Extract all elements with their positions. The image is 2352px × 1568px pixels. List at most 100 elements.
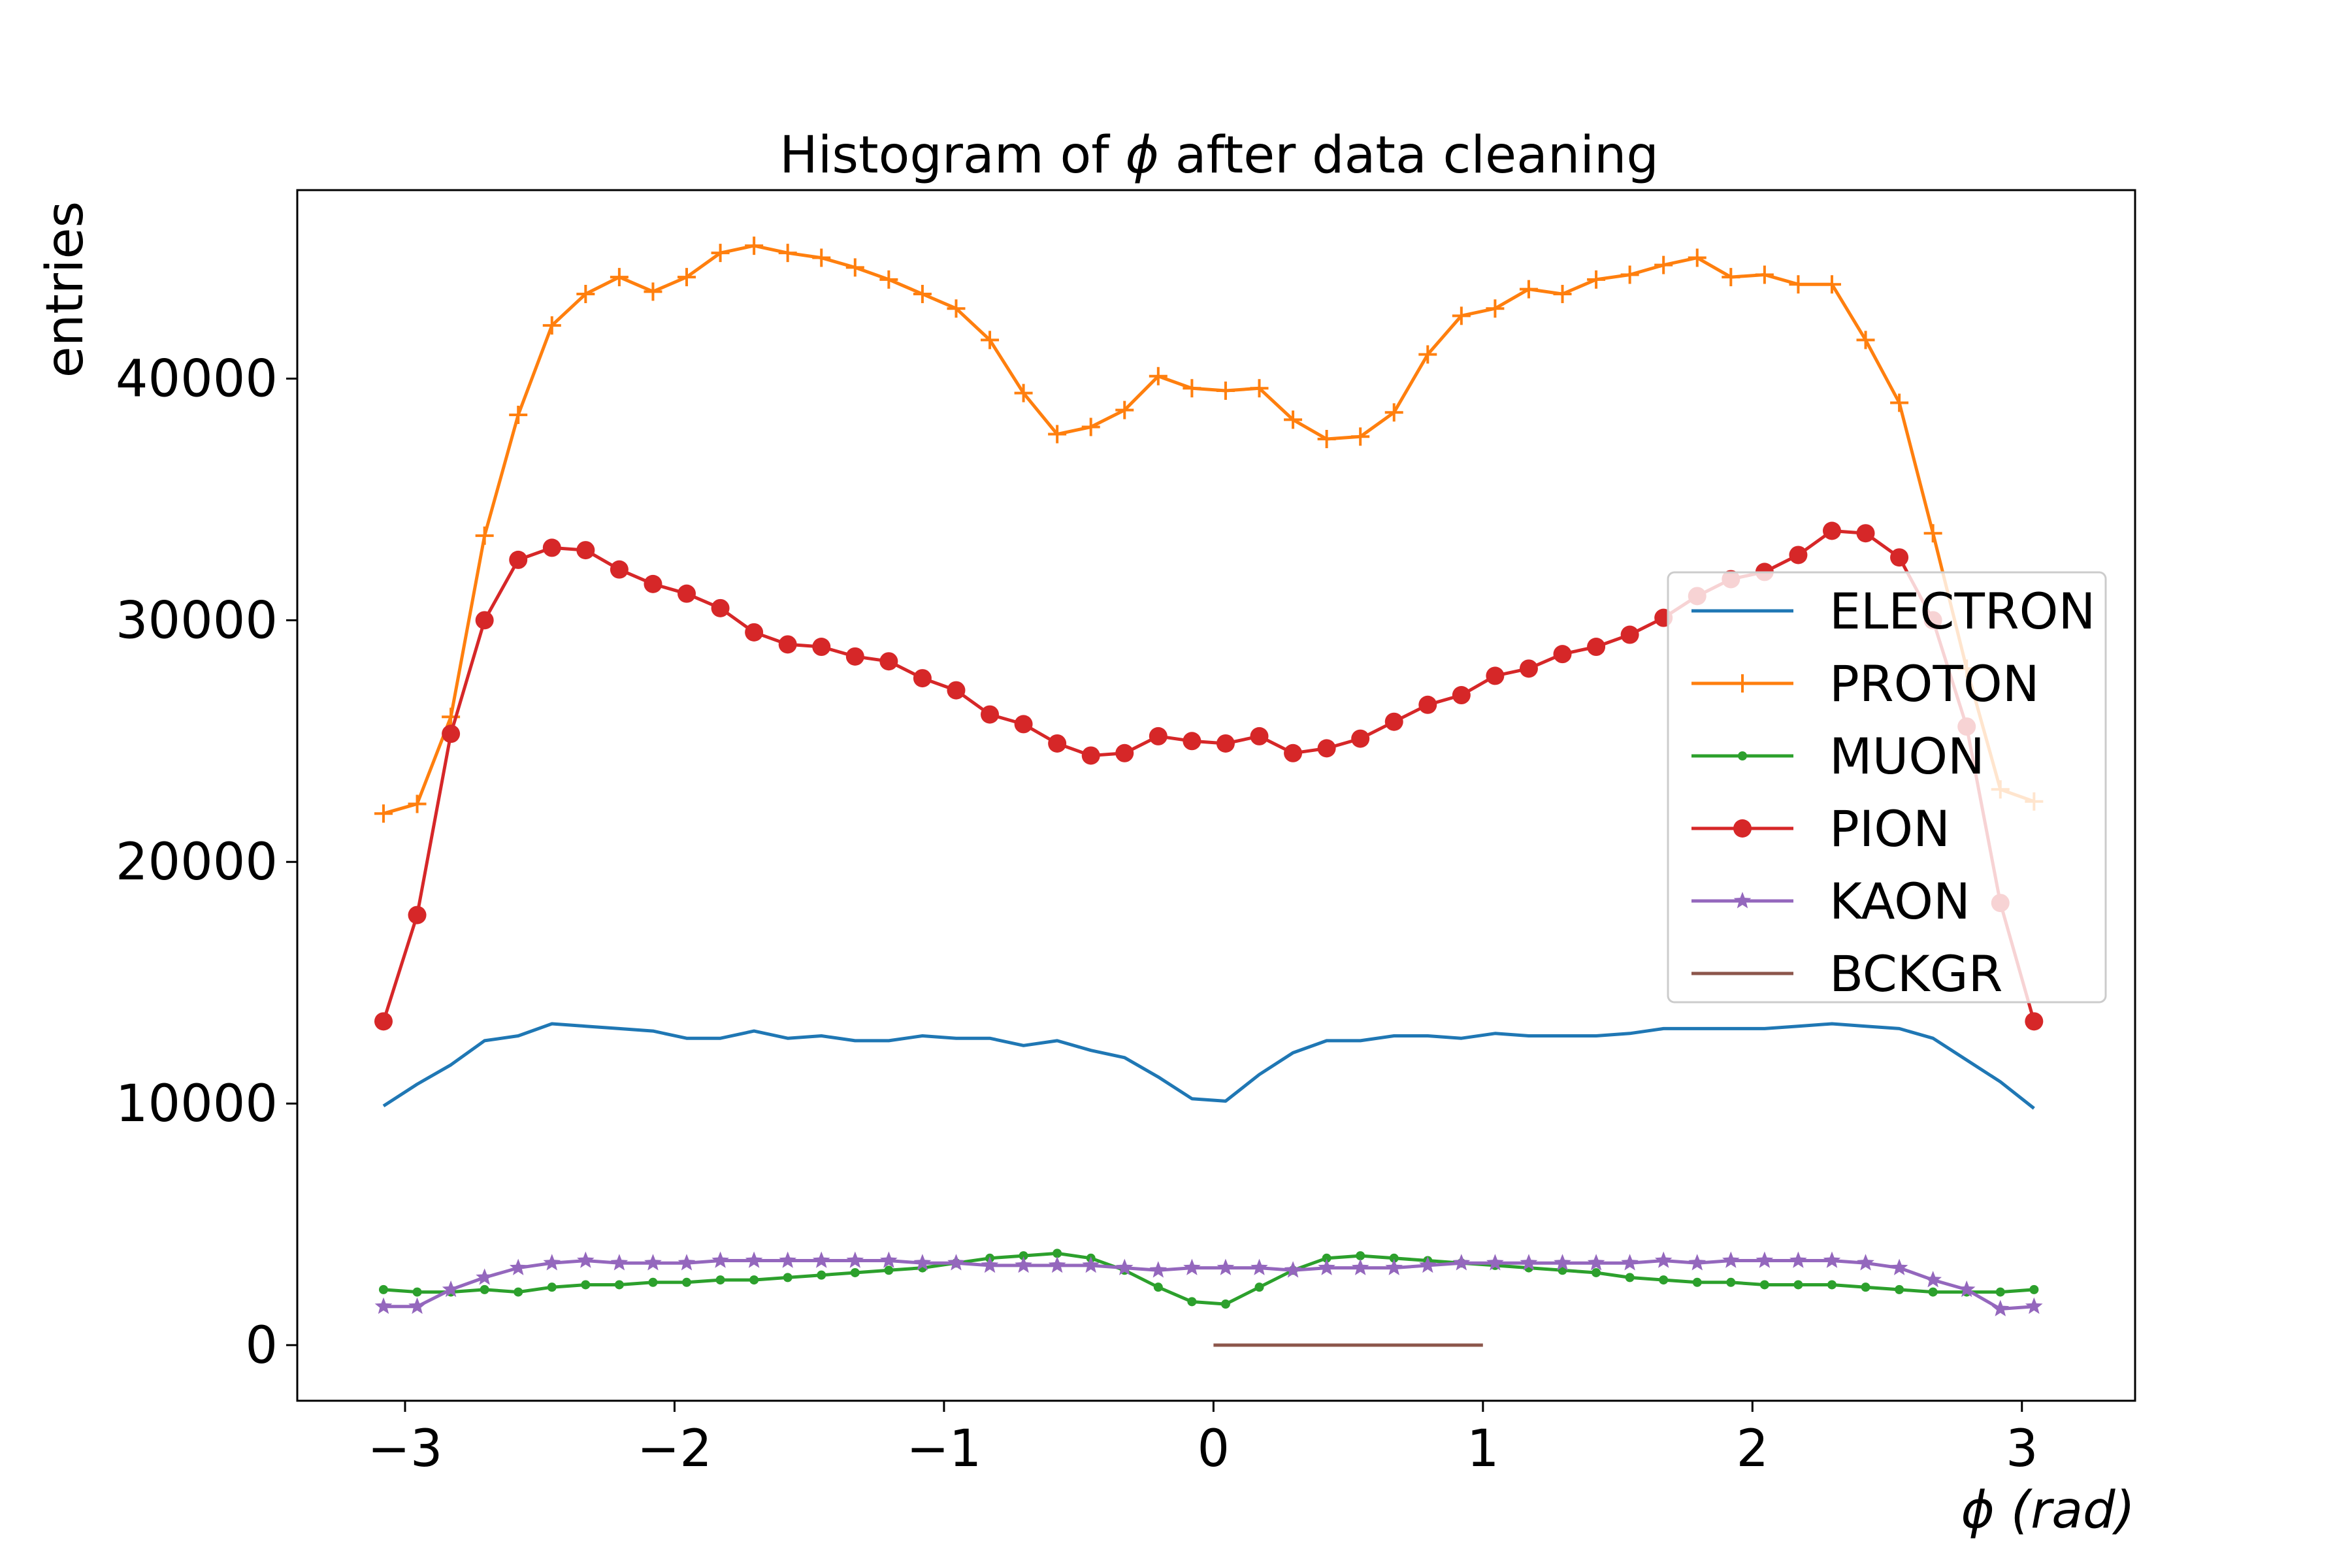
data-point-kaon (1183, 1258, 1201, 1275)
data-point-kaon (1688, 1254, 1707, 1271)
data-point-kaon (1015, 1256, 1032, 1273)
data-point-pion (1183, 732, 1201, 751)
data-point-muon (682, 1277, 692, 1287)
legend-item-bckgr: BCKGR (1691, 945, 2002, 1003)
data-point-muon (614, 1280, 624, 1290)
data-point-kaon (678, 1254, 696, 1271)
data-point-pion (442, 725, 461, 743)
data-point-proton (374, 804, 393, 823)
data-point-muon (581, 1280, 591, 1290)
data-point-proton (1183, 379, 1201, 398)
data-point-pion (644, 574, 662, 593)
data-point-kaon (1318, 1258, 1335, 1275)
data-point-muon (1895, 1284, 1904, 1294)
data-point-muon (850, 1267, 860, 1277)
data-point-kaon (408, 1297, 426, 1315)
y-tick-label: 20000 (116, 833, 278, 892)
data-point-pion (1822, 521, 1841, 540)
data-point-kaon (509, 1258, 527, 1275)
data-point-proton (1014, 384, 1033, 402)
data-point-pion (1351, 729, 1370, 748)
data-point-proton (1115, 400, 1134, 419)
data-point-proton (1923, 524, 1942, 543)
data-point-proton (1486, 299, 1505, 318)
data-point-kaon (880, 1251, 898, 1268)
legend-label-pion: PION (1829, 800, 1950, 858)
data-point-kaon (1115, 1258, 1134, 1275)
data-point-kaon (644, 1254, 662, 1271)
data-point-proton (542, 316, 561, 335)
data-point-proton (1048, 425, 1067, 444)
data-point-proton (1722, 268, 1740, 287)
data-point-proton (1890, 393, 1909, 412)
data-point-pion (1486, 666, 1505, 685)
data-point-proton (475, 526, 494, 545)
data-point-pion (475, 611, 494, 630)
data-point-muon (884, 1266, 894, 1275)
data-point-kaon (745, 1251, 763, 1268)
data-point-pion (1587, 638, 1606, 657)
legend-label-muon: MUON (1829, 727, 1985, 785)
data-point-kaon (812, 1251, 830, 1268)
legend-marker-kaon (1733, 892, 1752, 909)
x-tick-label: 1 (1467, 1420, 1499, 1478)
data-point-pion (1317, 739, 1336, 758)
data-point-pion (845, 647, 864, 666)
data-point-muon (783, 1273, 792, 1282)
data-point-proton (981, 331, 1000, 350)
data-point-pion (1553, 645, 1572, 664)
data-point-pion (1789, 546, 1808, 564)
data-point-proton (1587, 270, 1606, 289)
data-point-pion (1081, 746, 1100, 765)
data-point-pion (1452, 686, 1471, 705)
data-point-muon (817, 1270, 826, 1280)
data-point-kaon (1924, 1271, 1942, 1288)
data-point-proton (913, 285, 932, 304)
data-point-proton (1688, 248, 1707, 267)
data-point-muon (1726, 1277, 1736, 1287)
legend-item-proton: PROTON (1691, 655, 2040, 713)
series-pion (374, 521, 2044, 1031)
x-tick-label: −2 (637, 1420, 712, 1478)
data-point-proton (947, 299, 966, 318)
data-point-muon (1053, 1249, 1062, 1258)
data-point-proton (1755, 265, 1774, 284)
legend-marker-muon (1738, 751, 1747, 760)
data-point-muon (378, 1284, 388, 1294)
data-point-kaon (1621, 1254, 1639, 1271)
x-tick-label: −3 (367, 1420, 442, 1478)
data-point-pion (1519, 659, 1538, 678)
data-point-muon (715, 1275, 725, 1285)
data-point-proton (1250, 379, 1269, 398)
data-point-pion (374, 1012, 393, 1031)
data-point-muon (1861, 1282, 1870, 1292)
data-point-pion (408, 906, 427, 924)
x-axis-label: ϕ (rad) (1961, 1481, 2135, 1540)
data-point-kaon (1250, 1258, 1268, 1275)
data-point-muon (749, 1275, 759, 1285)
data-point-kaon (1991, 1299, 2010, 1316)
data-point-muon (1356, 1251, 1365, 1261)
data-point-kaon (1789, 1251, 1807, 1268)
series-line-muon (383, 1251, 2034, 1306)
data-point-kaon (1452, 1254, 1471, 1271)
data-point-proton (778, 244, 797, 263)
series-line-kaon (384, 1259, 2034, 1311)
data-point-kaon (1217, 1258, 1235, 1275)
data-point-kaon (1654, 1251, 1673, 1268)
plot-series (374, 237, 2044, 1347)
data-point-proton (1654, 255, 1673, 274)
data-point-kaon (543, 1254, 561, 1271)
data-point-kaon (1284, 1261, 1302, 1278)
data-point-kaon (1486, 1254, 1504, 1271)
data-point-kaon (577, 1251, 595, 1268)
data-point-kaon (1756, 1251, 1774, 1268)
y-tick-label: 0 (245, 1316, 278, 1375)
data-point-kaon (1385, 1258, 1403, 1275)
data-point-pion (711, 598, 730, 617)
x-tick-label: −1 (906, 1420, 981, 1478)
axis-ticks: −3 −2 −1 0 1 2 3 0 10000 20000 30000 40000 (116, 350, 2038, 1478)
data-point-pion (1620, 625, 1639, 644)
data-point-kaon (981, 1256, 999, 1273)
